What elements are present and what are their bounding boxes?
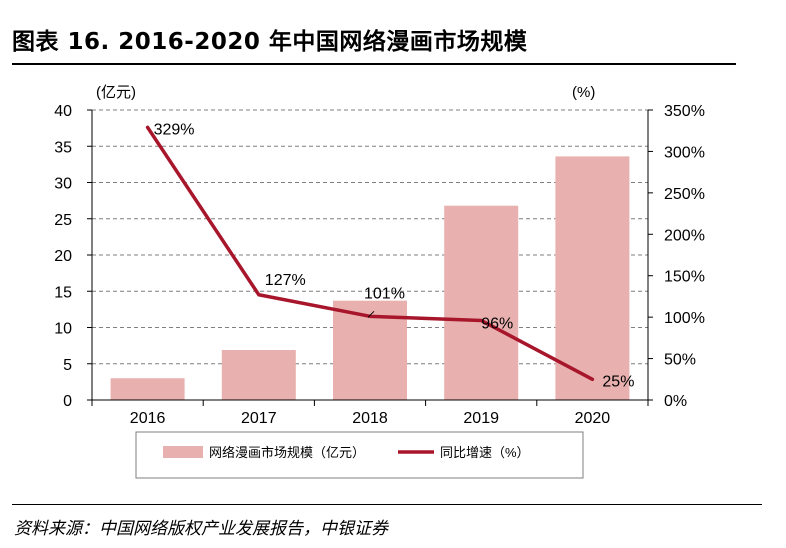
right-axis-tick-label: 100%: [664, 310, 705, 327]
left-axis-tick-label: 15: [54, 284, 72, 301]
bars: [110, 156, 630, 400]
data-label-2018: 101%: [364, 285, 405, 302]
source-note: 资料来源：中国网络版权产业发展报告，中银证券: [14, 519, 388, 539]
bar-2017: [221, 349, 296, 400]
right-axis-tick-label: 50%: [664, 352, 696, 369]
right-axis-unit: (%): [572, 84, 595, 101]
left-axis-tick-label: 5: [63, 357, 72, 374]
data-label-2017: 127%: [265, 272, 306, 289]
figure-title: 图表 16. 2016-2020 年中国网络漫画市场规模: [12, 29, 528, 55]
right-axis-tick-label: 250%: [664, 186, 705, 203]
source-rule: [12, 504, 762, 505]
data-label-leader: [367, 310, 375, 318]
growth-line: [145, 125, 595, 382]
data-label-2016: 329%: [154, 121, 195, 138]
growth-point-2019: [479, 318, 483, 322]
growth-point-2020: [590, 377, 594, 381]
legend-label-line: 同比增速（%）: [440, 445, 530, 460]
x-axis-tick-label: 2020: [575, 410, 611, 427]
x-axis-tick-label: 2016: [130, 410, 166, 427]
data-labels: 329% 127% 101% 96% 25%: [154, 121, 635, 390]
left-axis-tick-label: 25: [54, 212, 72, 229]
left-axis-tick-label: 40: [54, 103, 72, 120]
gridlines: [92, 109, 648, 365]
bar-2019: [444, 205, 519, 400]
right-axis-tick-label: 150%: [664, 269, 705, 286]
legend-swatch-bar: [163, 446, 203, 458]
left-axis-tick-label: 20: [54, 248, 72, 265]
x-axis-tick-label: 2017: [241, 410, 277, 427]
left-axis-tick-label: 35: [54, 139, 72, 156]
growth-point-2017: [257, 293, 261, 297]
x-axis-tick-label: 2018: [352, 410, 388, 427]
axes: 0 5 10 15 20 25 30 35 40 0% 50% 100% 150% 200% 250% 300…: [54, 84, 705, 427]
legend: 网络漫画市场规模（亿元） 同比增速（%）: [135, 431, 584, 479]
growth-point-2016: [146, 125, 150, 129]
data-label-2019: 96%: [481, 315, 513, 332]
right-axis-tick-label: 200%: [664, 227, 705, 244]
right-axis-tick-label: 0%: [664, 393, 687, 410]
bar-2016: [110, 378, 185, 400]
right-axis-tick-label: 300%: [664, 144, 705, 161]
left-axis-tick-label: 30: [54, 176, 72, 193]
bar-2020: [555, 156, 630, 400]
legend-box: [135, 431, 584, 479]
legend-label-bar: 网络漫画市场规模（亿元）: [209, 445, 365, 460]
x-axis-tick-label: 2019: [463, 410, 499, 427]
left-axis-tick-label: 10: [54, 321, 72, 338]
right-axis-tick-label: 350%: [664, 103, 705, 120]
data-label-2020: 25%: [602, 373, 634, 390]
left-axis-tick-label: 0: [63, 393, 72, 410]
left-axis-unit: (亿元): [96, 84, 136, 101]
title-rule: [12, 63, 736, 65]
